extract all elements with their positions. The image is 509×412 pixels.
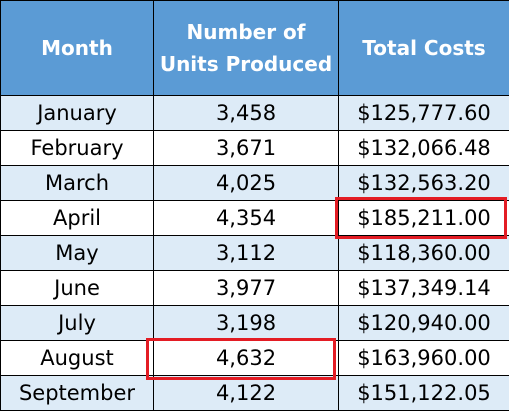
- table-row: September 4,122 $151,122.05: [0, 375, 509, 411]
- cell-costs: $185,211.00: [338, 200, 509, 236]
- cell-costs: $118,360.00: [338, 235, 509, 271]
- header-month: Month: [0, 0, 154, 96]
- cell-units: 4,632: [153, 340, 339, 376]
- cell-units: 3,458: [153, 95, 339, 131]
- header-units-line1: Number of: [186, 20, 306, 44]
- table-row: May 3,112 $118,360.00: [0, 235, 509, 271]
- cell-costs: $132,563.20: [338, 165, 509, 201]
- table-row: March 4,025 $132,563.20: [0, 165, 509, 201]
- header-units: Number of Units Produced: [153, 0, 339, 96]
- cell-month: March: [0, 165, 154, 201]
- cell-costs: $120,940.00: [338, 305, 509, 341]
- cell-month: April: [0, 200, 154, 236]
- table-row: August 4,632 $163,960.00: [0, 340, 509, 376]
- cell-units: 3,671: [153, 130, 339, 166]
- header-units-line2: Units Produced: [159, 52, 333, 76]
- table-row: June 3,977 $137,349.14: [0, 270, 509, 306]
- header-costs: Total Costs: [338, 0, 509, 96]
- cell-units: 4,122: [153, 375, 339, 411]
- cell-month: July: [0, 305, 154, 341]
- cell-costs: $125,777.60: [338, 95, 509, 131]
- cell-costs: $132,066.48: [338, 130, 509, 166]
- cell-month: January: [0, 95, 154, 131]
- table-row: April 4,354 $185,211.00: [0, 200, 509, 236]
- table-row: July 3,198 $120,940.00: [0, 305, 509, 341]
- cell-month: February: [0, 130, 154, 166]
- table-row: February 3,671 $132,066.48: [0, 130, 509, 166]
- cell-units: 3,112: [153, 235, 339, 271]
- cell-costs: $163,960.00: [338, 340, 509, 376]
- cell-units: 3,977: [153, 270, 339, 306]
- cell-costs: $137,349.14: [338, 270, 509, 306]
- cell-costs: $151,122.05: [338, 375, 509, 411]
- cell-month: May: [0, 235, 154, 271]
- cell-month: August: [0, 340, 154, 376]
- table-row: January 3,458 $125,777.60: [0, 95, 509, 131]
- cell-month: June: [0, 270, 154, 306]
- cell-units: 4,354: [153, 200, 339, 236]
- header-row: Month Number of Units Produced Total Cost…: [0, 0, 509, 96]
- cell-units: 4,025: [153, 165, 339, 201]
- cell-month: September: [0, 375, 154, 411]
- cell-units: 3,198: [153, 305, 339, 341]
